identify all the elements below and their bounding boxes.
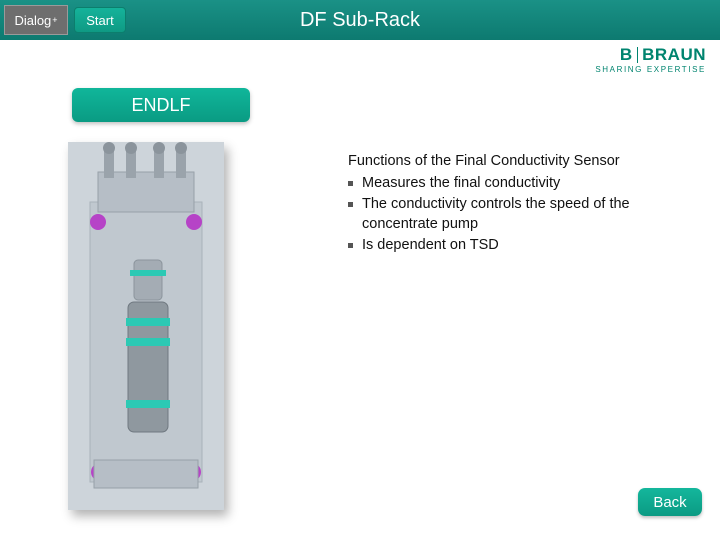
- dialog-badge-sup: +: [52, 15, 57, 25]
- description-list: Measures the final conductivity The cond…: [348, 174, 668, 256]
- brand-separator-icon: [637, 47, 639, 63]
- brand-left: B: [620, 46, 633, 63]
- description-heading: Functions of the Final Conductivity Sens…: [348, 152, 668, 172]
- list-item: The conductivity controls the speed of t…: [348, 195, 668, 234]
- start-button-label: Start: [86, 13, 113, 28]
- brand-main: B BRAUN: [595, 46, 706, 63]
- brand-right: BRAUN: [642, 46, 706, 63]
- back-button-label: Back: [653, 494, 686, 511]
- brand-tagline: SHARING EXPERTISE: [595, 66, 706, 74]
- description-block: Functions of the Final Conductivity Sens…: [348, 152, 668, 256]
- back-button[interactable]: Back: [638, 488, 702, 516]
- start-button[interactable]: Start: [74, 7, 126, 33]
- endlf-button-label: ENDLF: [131, 95, 190, 116]
- endlf-button[interactable]: ENDLF: [72, 88, 250, 122]
- list-item: Measures the final conductivity: [348, 174, 668, 194]
- topbar: Dialog+ Start DF Sub-Rack: [0, 0, 720, 40]
- device-image: [68, 142, 224, 510]
- dialog-badge-label: Dialog: [14, 13, 51, 28]
- device-render-icon: [68, 142, 224, 510]
- brand-logo: B BRAUN SHARING EXPERTISE: [595, 46, 706, 74]
- dialog-badge: Dialog+: [4, 5, 68, 35]
- list-item: Is dependent on TSD: [348, 236, 668, 256]
